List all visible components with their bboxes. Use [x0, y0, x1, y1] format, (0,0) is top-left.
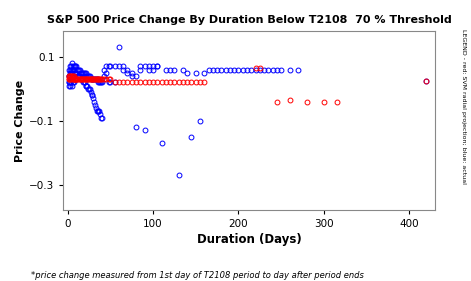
Text: *price change measured from 1st day of T2108 period to day after period ends: *price change measured from 1st day of T… — [32, 271, 364, 280]
X-axis label: Duration (Days): Duration (Days) — [197, 233, 301, 246]
Text: LEGEND - red: SVM radial projection; blue: actual: LEGEND - red: SVM radial projection; blu… — [462, 29, 466, 184]
Title: S&P 500 Price Change By Duration Below T2108  70 % Threshold: S&P 500 Price Change By Duration Below T… — [47, 15, 452, 25]
Y-axis label: Price Change: Price Change — [15, 80, 25, 162]
